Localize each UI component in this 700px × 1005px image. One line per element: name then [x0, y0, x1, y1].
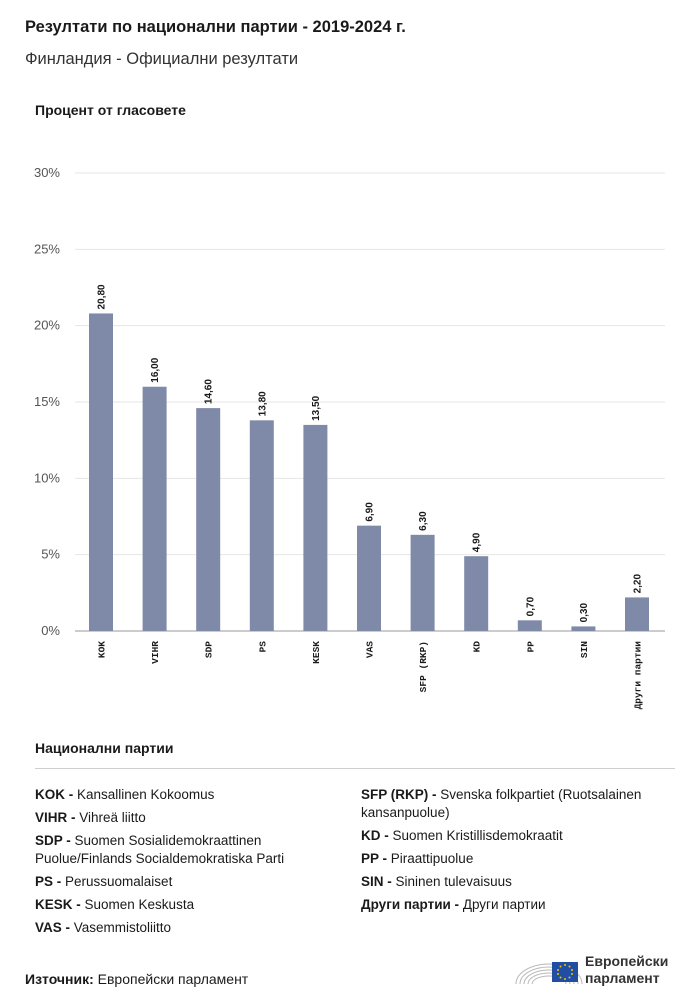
bar: [142, 386, 167, 631]
legend-abbr: VAS -: [35, 920, 74, 935]
x-tick-label: SFP (RKP): [418, 641, 429, 692]
legend-item: SFP (RKP) - Svenska folkpartiet (Ruotsal…: [361, 786, 661, 822]
chart-subtitle: Финландия - Официални резултати: [25, 50, 299, 68]
y-tick-label: 15%: [34, 394, 60, 409]
legend-column-left: KOK - Kansallinen Kokoomus VIHR - Vihreä …: [35, 786, 335, 942]
legend-abbr: PS -: [35, 874, 66, 889]
x-tick-label: VAS: [365, 641, 376, 658]
y-tick-label: 30%: [34, 165, 60, 180]
legend-party-name: Kansallinen Kokoomus: [77, 787, 215, 802]
legend-abbr: SDP -: [35, 833, 75, 848]
legend-abbr: KOK -: [35, 787, 77, 802]
legend-abbr: Други партии -: [361, 897, 463, 912]
legend-abbr: PP -: [361, 851, 391, 866]
ep-logo-text: Европейски парламент: [585, 953, 669, 986]
legend-item: Други партии - Други партии: [361, 896, 661, 914]
x-tick-label: SDP: [204, 641, 215, 658]
bar: [89, 313, 113, 631]
x-tick-label: KOK: [97, 641, 108, 658]
y-tick-label: 10%: [34, 470, 60, 485]
data-label: 13,80: [257, 391, 268, 416]
data-label: 4,90: [472, 532, 483, 552]
legend-party-name: Svenska folkpartiet (Ruotsalainen kansan…: [361, 787, 642, 820]
source-label: Източник:: [25, 971, 94, 987]
legend-abbr: SIN -: [361, 874, 396, 889]
bar: [196, 408, 221, 631]
bar: [410, 534, 435, 631]
legend-abbr: KESK -: [35, 897, 85, 912]
y-tick-label: 25%: [34, 241, 60, 256]
legend-item: PP - Piraattipuolue: [361, 850, 661, 868]
legend-item: SDP - Suomen Sosialidemokraattinen Puolu…: [35, 832, 335, 868]
x-tick-label: KESK: [311, 641, 322, 664]
data-label: 13,50: [311, 395, 322, 420]
legend-item: SIN - Sininen tulevaisuus: [361, 873, 661, 891]
legend-abbr: VIHR -: [35, 810, 80, 825]
data-label: 0,70: [525, 596, 536, 616]
data-label: 14,60: [204, 379, 215, 404]
source-note: Източник: Европейски парламент: [25, 971, 248, 987]
legend-column-right: SFP (RKP) - Svenska folkpartiet (Ruotsal…: [361, 786, 661, 919]
legend-divider: [35, 768, 675, 769]
bar: [303, 424, 328, 631]
x-tick-label: SIN: [579, 641, 590, 658]
legend-party-name: Suomen Keskusta: [84, 897, 195, 912]
data-label: 6,90: [365, 502, 376, 522]
legend-party-name: Suomen Kristillisdemokraatit: [392, 828, 563, 843]
legend-party-name: Suomen Sosialidemokraattinen Puolue/Finl…: [35, 833, 285, 866]
y-axis-label: Процент от гласовете: [35, 102, 186, 118]
legend-party-name: Perussuomalaiset: [65, 874, 173, 889]
bar: [464, 556, 489, 631]
bar: [249, 420, 274, 631]
legend-item: VIHR - Vihreä liitto: [35, 809, 335, 827]
legend-item: KESK - Suomen Keskusta: [35, 896, 335, 914]
bar: [625, 597, 649, 631]
legend-item: VAS - Vasemmistoliitto: [35, 919, 335, 937]
source-value: Европейски парламент: [97, 971, 249, 987]
x-tick-label: Други партии: [633, 641, 644, 710]
bar: [517, 620, 542, 631]
bar-chart: 0% 5% 10% 15% 20% 25% 30% 20,80 KOK 16,00 VIHR 14,6…: [34, 165, 665, 710]
legend-party-name: Sininen tulevaisuus: [395, 874, 512, 889]
y-tick-label: 0%: [41, 623, 60, 638]
legend-title: Национални партии: [35, 740, 174, 756]
x-tick-label: PS: [257, 641, 268, 653]
legend-abbr: SFP (RKP) -: [361, 787, 441, 802]
data-label: 16,00: [150, 357, 161, 382]
data-label: 2,20: [633, 574, 644, 594]
bar: [357, 525, 381, 631]
data-label: 20,80: [97, 284, 108, 309]
legend-party-name: Piraattipuolue: [390, 851, 474, 866]
legend-item: KOK - Kansallinen Kokoomus: [35, 786, 335, 804]
legend-abbr: KD -: [361, 828, 393, 843]
legend-party-name: Vihreä liitto: [79, 810, 146, 825]
bar: [571, 626, 596, 631]
x-tick-label: KD: [472, 641, 483, 653]
y-tick-label: 20%: [34, 318, 60, 333]
legend-party-name: Други партии: [462, 897, 546, 912]
y-tick-label: 5%: [41, 547, 60, 562]
data-label: 6,30: [418, 511, 429, 531]
data-label: 0,30: [579, 603, 590, 623]
legend-item: KD - Suomen Kristillisdemokraatit: [361, 827, 661, 845]
x-tick-label: VIHR: [150, 641, 161, 664]
legend-party-name: Vasemmistoliitto: [73, 920, 172, 935]
x-tick-label: PP: [525, 641, 536, 653]
legend-item: PS - Perussuomalaiset: [35, 873, 335, 891]
chart-title: Резултати по национални партии - 2019-20…: [25, 18, 406, 36]
european-parliament-logo-icon: [515, 962, 583, 985]
